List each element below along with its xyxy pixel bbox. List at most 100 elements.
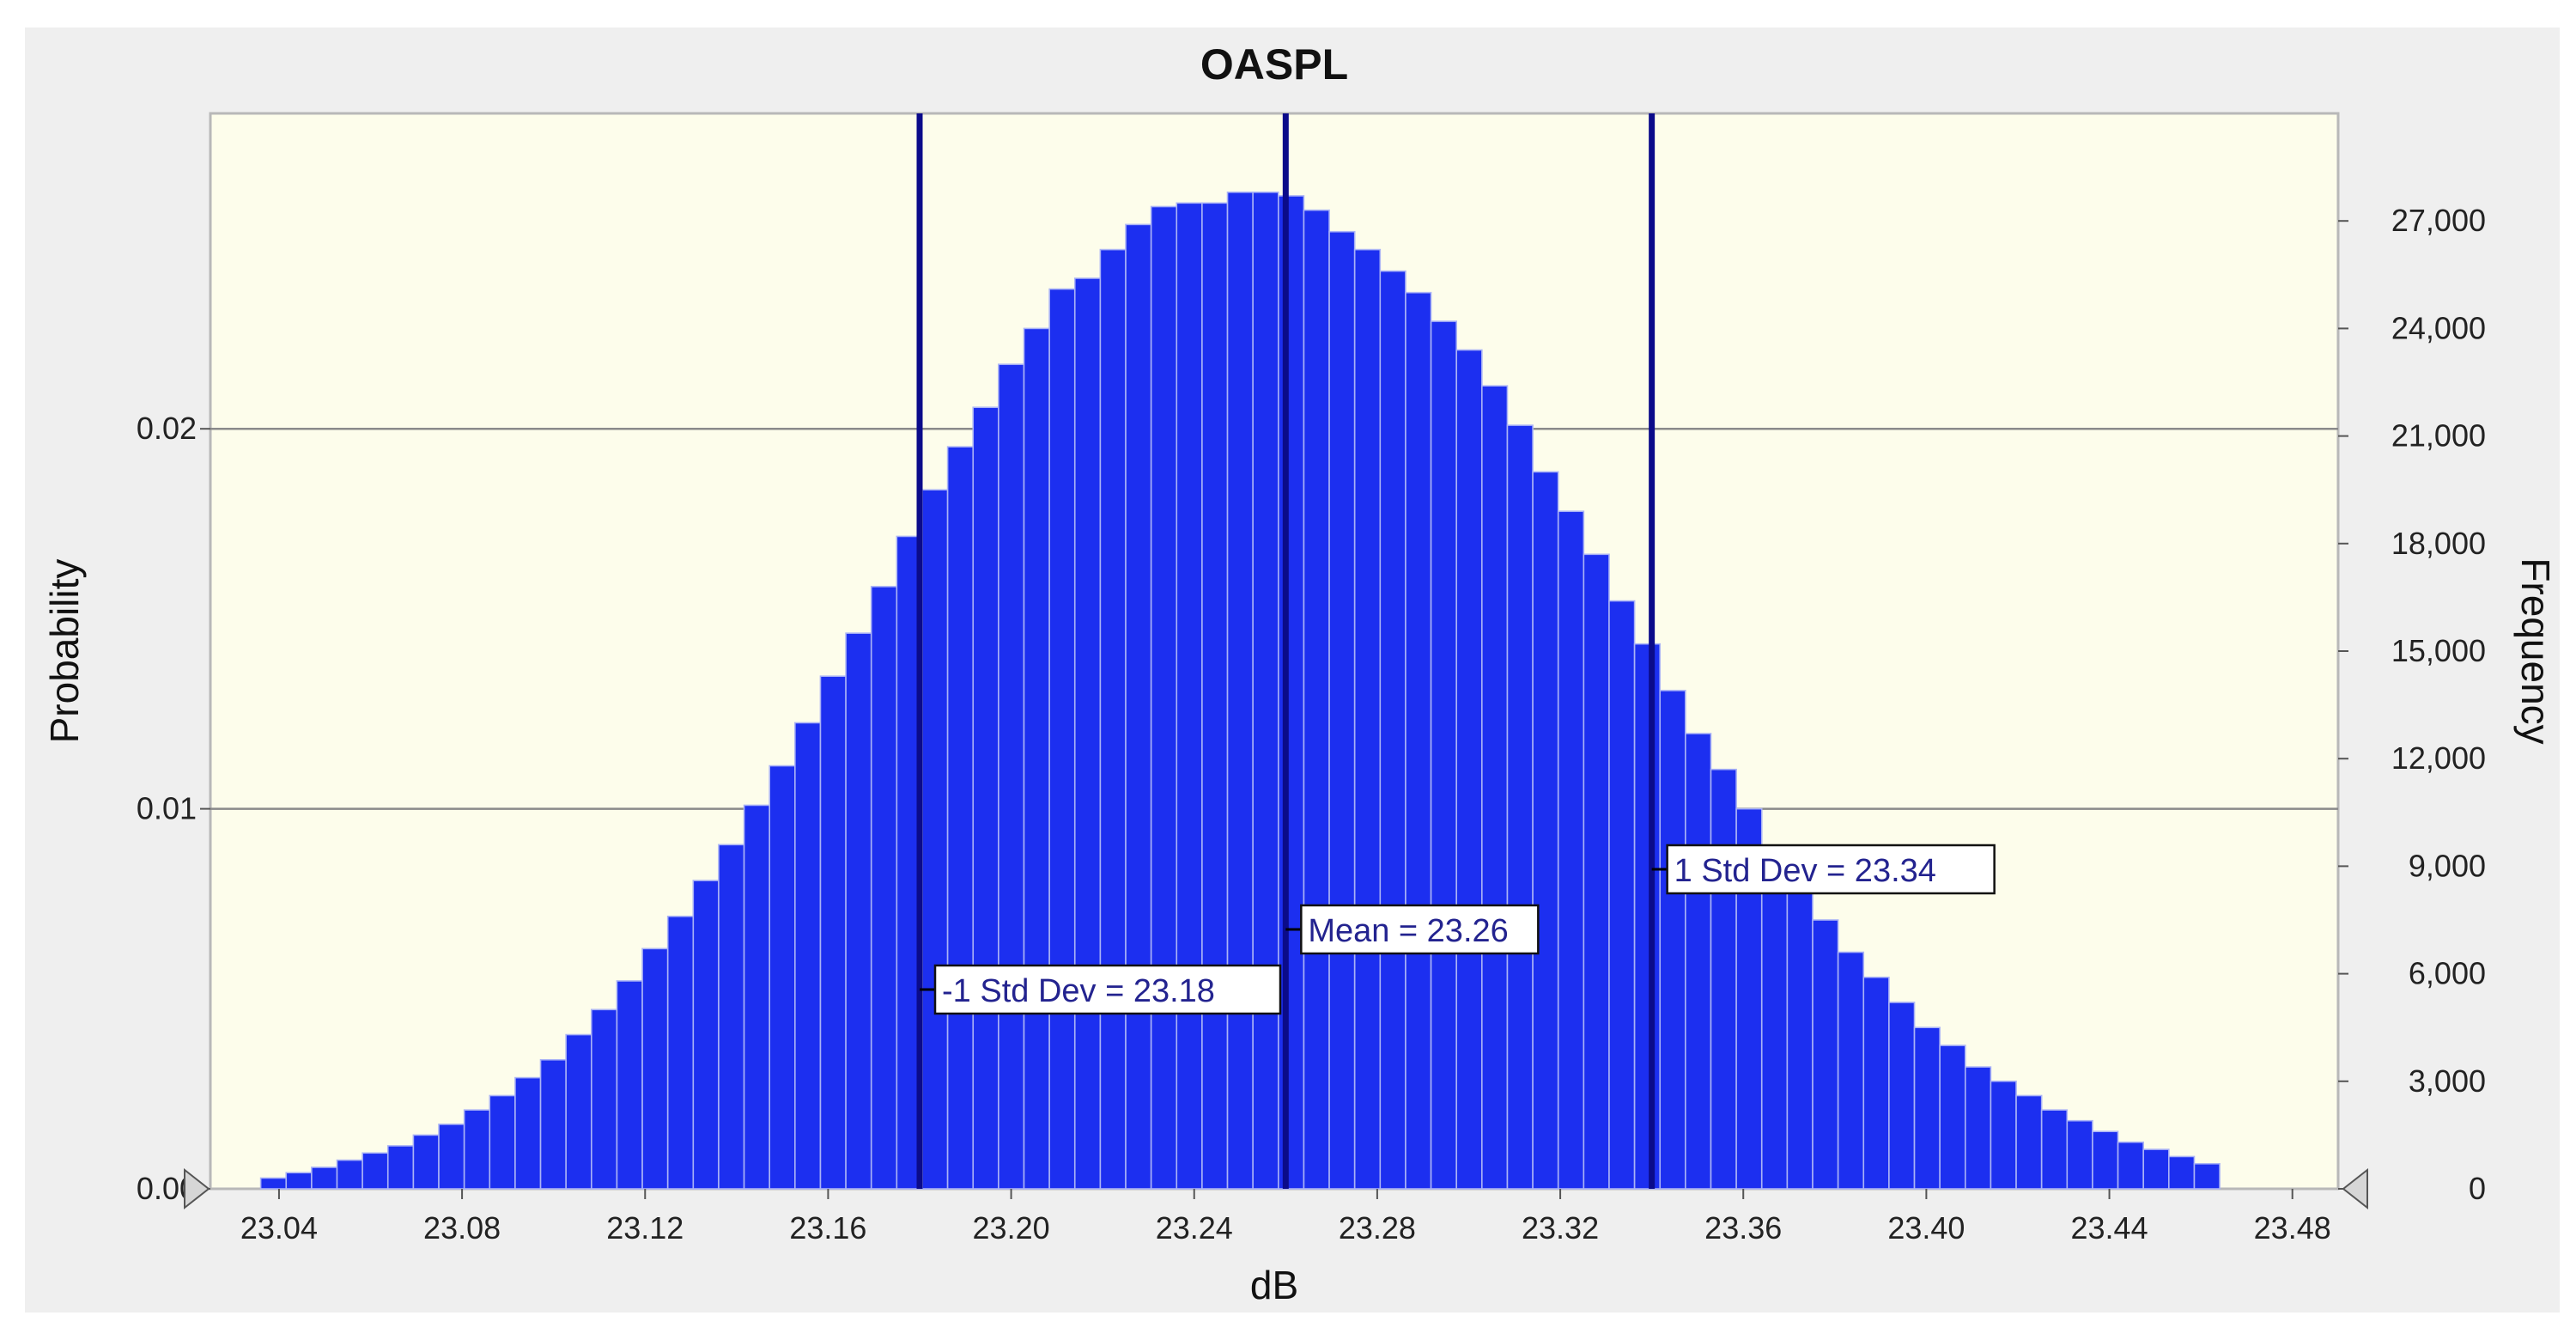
histogram-bar — [1099, 248, 1127, 1190]
annotation-label: -1 Std Dev = 23.18 — [942, 973, 1215, 1009]
histogram-bar — [1073, 277, 1102, 1190]
histogram-bar — [1405, 291, 1432, 1190]
histogram-bar — [2040, 1109, 2069, 1190]
histogram-bars — [259, 192, 2221, 1190]
histogram-bar — [412, 1134, 440, 1190]
histogram-bar — [641, 947, 669, 1190]
histogram-bar — [743, 804, 771, 1190]
histogram-bar — [1913, 1026, 1941, 1190]
histogram-bar — [539, 1058, 567, 1190]
histogram-bar — [463, 1109, 491, 1190]
x-axis-title: dB — [1250, 1263, 1298, 1307]
left-axis-title: Probability — [42, 559, 87, 744]
histogram-bar — [692, 880, 720, 1190]
histogram-bar — [1506, 424, 1534, 1190]
histogram-bar — [336, 1159, 363, 1190]
histogram-bar — [1710, 768, 1737, 1190]
histogram-bar — [259, 1177, 288, 1190]
x-tick-label: 23.48 — [2254, 1210, 2331, 1246]
right-tick-label: 15,000 — [2391, 633, 2486, 668]
x-tick-label: 23.24 — [1156, 1210, 1233, 1246]
histogram-bar — [972, 406, 999, 1190]
x-tick-label: 23.32 — [1522, 1210, 1599, 1246]
histogram-bar — [1201, 202, 1229, 1190]
histogram-bar — [1252, 192, 1279, 1190]
histogram-bar — [489, 1094, 516, 1190]
annotation-label: Mean = 23.26 — [1308, 913, 1508, 949]
histogram-bar — [1583, 553, 1610, 1190]
x-tick-label: 23.04 — [240, 1210, 318, 1246]
histogram-bar — [1481, 385, 1509, 1190]
histogram-bar — [870, 586, 898, 1190]
annotation-box — [1300, 904, 1540, 955]
histogram-bar — [2015, 1094, 2043, 1190]
x-tick-label: 23.20 — [973, 1210, 1050, 1246]
right-tick-label: 27,000 — [2391, 203, 2486, 238]
histogram-bar — [1633, 643, 1662, 1190]
stat-markers: -1 Std Dev = 23.18 Mean = 23.26 1 Std Dev … — [916, 113, 1996, 1189]
right-tick-label: 3,000 — [2409, 1063, 2486, 1099]
histogram-bar — [311, 1166, 338, 1190]
histogram-bar — [2168, 1155, 2196, 1190]
histogram-bar — [946, 446, 975, 1190]
annotation-label: 1 Std Dev = 23.34 — [1674, 853, 1936, 889]
histogram-bar — [1888, 1002, 1916, 1190]
right-tick-label: 6,000 — [2409, 956, 2486, 991]
histogram-bar — [285, 1172, 313, 1190]
histogram-bar — [2142, 1148, 2170, 1190]
histogram-bar — [921, 489, 949, 1190]
histogram-bar — [1685, 733, 1712, 1190]
histogram-bar — [1277, 195, 1305, 1190]
x-tick-label: 23.12 — [606, 1210, 683, 1246]
histogram-bar — [794, 722, 822, 1190]
histogram-bar — [718, 844, 745, 1190]
histogram-bar — [1125, 223, 1152, 1190]
x-tick-label: 23.08 — [423, 1210, 501, 1246]
right-tick-label: 18,000 — [2391, 526, 2486, 561]
histogram-bar — [2117, 1141, 2144, 1190]
left-axis-slider-icon[interactable] — [184, 1167, 210, 1210]
histogram-bar — [1812, 919, 1839, 1190]
histogram-bar — [1532, 471, 1559, 1190]
histogram-bar — [1176, 202, 1203, 1190]
histogram-bar — [1455, 349, 1483, 1190]
histogram-bar — [616, 980, 643, 1190]
histogram-bar — [438, 1124, 465, 1190]
x-axis-ticks: 23.04 23.08 23.12 23.16 23.20 23.24 23.28 23.32… — [240, 1189, 2331, 1246]
right-axis-slider-icon[interactable] — [2342, 1167, 2368, 1210]
histogram-bar — [1837, 951, 1865, 1190]
right-tick-label: 12,000 — [2391, 740, 2486, 776]
histogram-bar — [1659, 690, 1686, 1190]
histogram-bar — [1430, 320, 1458, 1190]
histogram-bar — [514, 1076, 542, 1190]
histogram-bar — [1786, 883, 1814, 1190]
annotation-box — [1666, 844, 1996, 895]
histogram-bar — [1379, 270, 1406, 1190]
histogram-bar — [1760, 847, 1789, 1190]
histogram-bar — [1557, 510, 1585, 1190]
histogram-bar — [1303, 209, 1330, 1190]
histogram-bar — [565, 1033, 592, 1190]
histogram-bar — [386, 1145, 415, 1190]
x-tick-label: 23.36 — [1704, 1210, 1782, 1246]
histogram-chart: -1 Std Dev = 23.18 Mean = 23.26 1 Std Dev … — [42, 40, 2558, 1307]
histogram-bar — [769, 764, 796, 1190]
right-tick-label: 21,000 — [2391, 418, 2486, 454]
left-tick-label: 0.02 — [137, 411, 197, 446]
x-tick-label: 23.16 — [789, 1210, 866, 1246]
histogram-bar — [361, 1152, 389, 1190]
histogram-bar — [1226, 192, 1254, 1190]
x-tick-label: 23.44 — [2071, 1210, 2148, 1246]
annotation-box — [933, 964, 1282, 1015]
left-tick-label: 0.01 — [137, 791, 197, 826]
histogram-bar — [1939, 1045, 1966, 1190]
histogram-bar — [1990, 1081, 2017, 1190]
histogram-bar — [2193, 1162, 2221, 1190]
right-tick-label: 9,000 — [2409, 848, 2486, 883]
histogram-bar — [819, 675, 847, 1190]
histogram-bar — [1150, 205, 1178, 1190]
chart-frame: -1 Std Dev = 23.18 Mean = 23.26 1 Std Dev … — [25, 27, 2560, 1313]
right-axis-ticks: 0 3,000 6,000 9,000 12,000 15,000 18,000 21,000… — [2338, 203, 2486, 1206]
histogram-bar — [1048, 288, 1076, 1190]
histogram-bar — [1964, 1066, 1992, 1190]
